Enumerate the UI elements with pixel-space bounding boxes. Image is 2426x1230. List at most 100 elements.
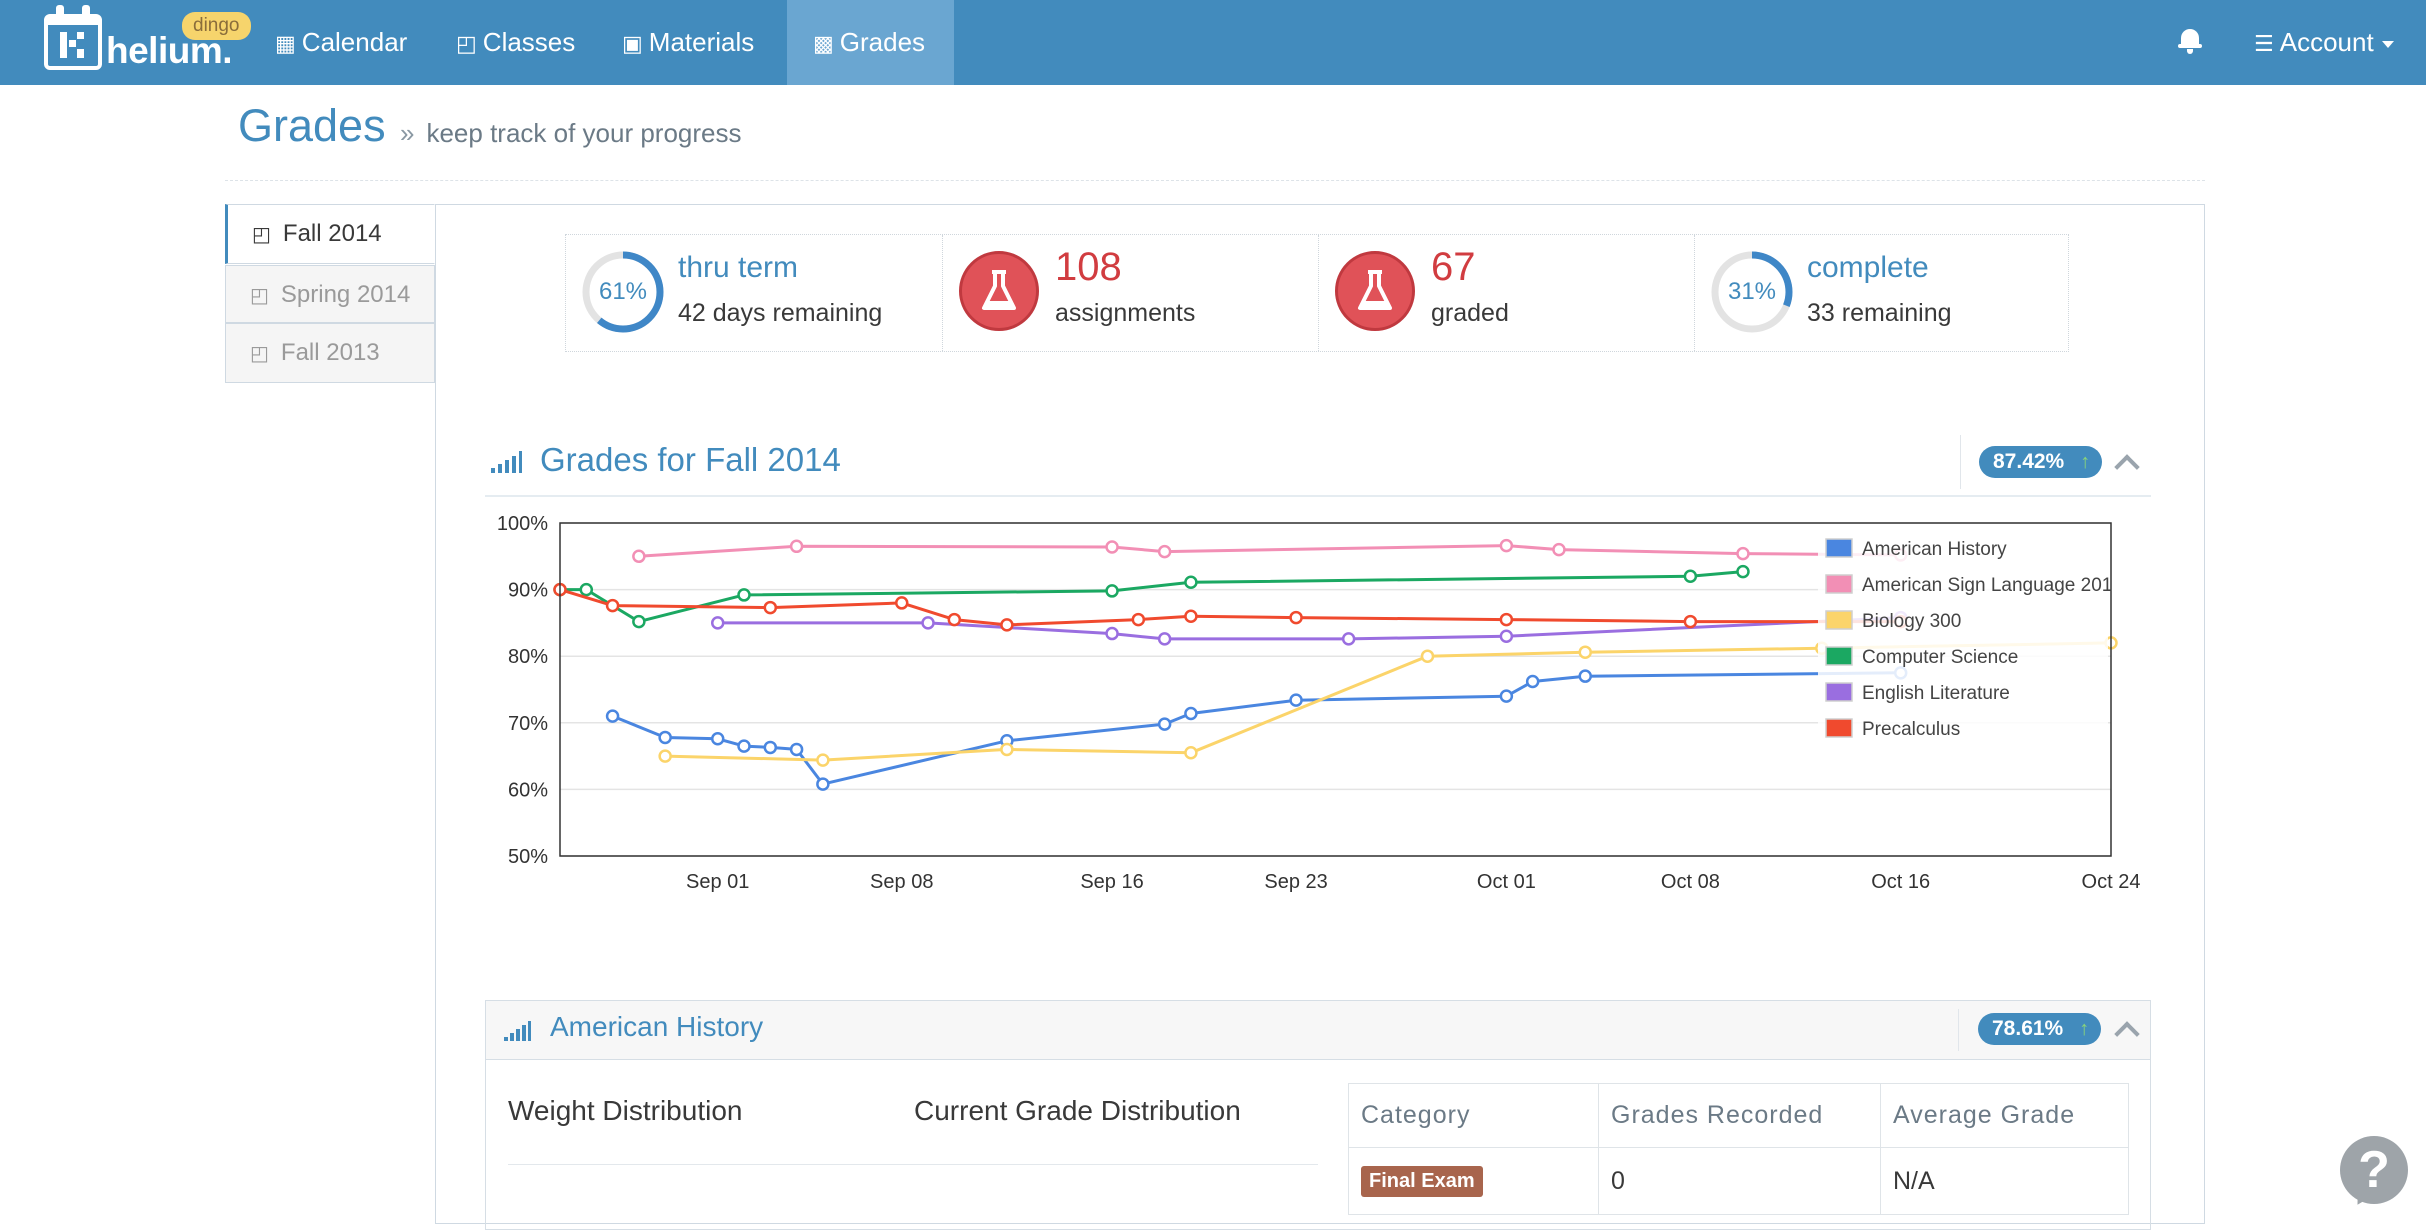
- data-point: [763, 600, 778, 615]
- category-table: Category Grades Recorded Average Grade F…: [1348, 1083, 2129, 1215]
- data-point: [1000, 618, 1014, 632]
- complete-detail: 33 remaining: [1807, 299, 1952, 327]
- nav-materials[interactable]: ▣ Materials: [622, 0, 754, 85]
- y-tick-label: 60%: [508, 779, 548, 801]
- data-point: [921, 616, 935, 630]
- collapse-chevron-icon[interactable]: [2114, 454, 2140, 480]
- brand-logo[interactable]: helium. dingo: [44, 5, 264, 76]
- data-point: [1578, 669, 1592, 683]
- y-tick-label: 50%: [508, 846, 548, 868]
- brand-badge: dingo: [182, 12, 251, 40]
- account-menu[interactable]: ☰ Account: [2254, 0, 2394, 85]
- calendar-logo-icon: [44, 5, 102, 70]
- data-point: [710, 732, 725, 746]
- collapse-chevron-icon[interactable]: [2114, 1021, 2140, 1047]
- grades-chart: 100% 90% 80% 70% 60% 50% Sep 01 Sep 08 Sep 16 Sep…: [485, 505, 2141, 905]
- legend-label: Computer Science: [1862, 647, 2018, 668]
- current-distribution-label: Current Grade Distribution: [914, 1095, 1241, 1126]
- data-point: [1499, 629, 1514, 643]
- tab-spring-2014[interactable]: ◰ Spring 2014: [225, 265, 435, 323]
- nav-grades[interactable]: ▩ Grades: [787, 0, 954, 85]
- book-icon: ◰: [250, 285, 269, 307]
- legend-label: English Literature: [1862, 683, 2010, 704]
- arrow-up-icon: ↑: [2079, 1018, 2090, 1040]
- category-cell: Final Exam: [1348, 1147, 1599, 1215]
- legend-label: American History: [1862, 539, 2007, 560]
- page-subtitle: » keep track of your progress: [400, 118, 742, 149]
- recorded-cell: 0: [1598, 1147, 1881, 1215]
- y-tick-label: 80%: [508, 646, 548, 668]
- data-point: [1000, 742, 1014, 757]
- series-line: [612, 671, 1901, 786]
- x-tick-label: Oct 24: [2082, 871, 2141, 893]
- caret-down-icon: [2381, 40, 2394, 48]
- column-header[interactable]: Category: [1348, 1083, 1599, 1148]
- data-point: [605, 709, 620, 723]
- data-point: [816, 753, 830, 767]
- data-point: [1105, 584, 1119, 598]
- legend-swatch: [1825, 610, 1853, 630]
- progress-ring: 61%: [582, 251, 664, 333]
- page-subtitle-text: keep track of your progress: [426, 118, 742, 148]
- legend-swatch: [1825, 646, 1853, 666]
- y-tick-label: 70%: [508, 713, 548, 735]
- data-point: [1184, 746, 1198, 760]
- data-point: [737, 588, 751, 602]
- class-grade: 78.61%: [1992, 1017, 2064, 1040]
- category-label: Final Exam: [1361, 1166, 1483, 1197]
- header-divider: [225, 180, 2205, 181]
- flask-icon: [959, 251, 1039, 331]
- data-point: [1683, 569, 1698, 584]
- grades-section-header: Grades for Fall 2014 87.42% ↑: [485, 425, 2151, 497]
- grades-chart-svg: 100% 90% 80% 70% 60% 50% Sep 01 Sep 08 Sep 16 Sep…: [497, 513, 2141, 893]
- nav-classes[interactable]: ◰ Classes: [456, 0, 575, 85]
- tab-fall-2014[interactable]: ◰ Fall 2014: [225, 204, 435, 264]
- data-point: [1736, 546, 1750, 561]
- header-separator: [1958, 1009, 1959, 1051]
- stat-complete: 31% complete 33 remaining: [1694, 235, 2070, 351]
- series-line: [665, 641, 2112, 762]
- stat-assignments: 108 assignments: [942, 235, 1318, 351]
- bar-chart-icon: ▩: [813, 31, 834, 56]
- tab-label: Fall 2013: [280, 339, 380, 366]
- navbar: helium. dingo ▦ Calendar ◰ Classes ▣ Materi…: [0, 0, 2426, 85]
- column-header[interactable]: Grades Recorded: [1598, 1083, 1881, 1148]
- progress-ring: 31%: [1711, 251, 1793, 333]
- bell-icon[interactable]: [2178, 27, 2202, 55]
- complete-title: complete: [1807, 251, 1929, 284]
- arrow-up-icon: ↑: [2080, 451, 2091, 473]
- data-point: [1683, 614, 1698, 629]
- nav-classes-label: Classes: [482, 27, 576, 57]
- help-button[interactable]: ?: [2340, 1136, 2408, 1204]
- data-point: [579, 582, 594, 597]
- book-icon: ◰: [252, 224, 271, 246]
- table-row: Final Exam 0 N/A: [1348, 1147, 2129, 1215]
- graded-label: graded: [1431, 299, 1509, 327]
- data-point: [1184, 706, 1198, 721]
- data-point: [1157, 544, 1172, 559]
- stat-term-progress: 61% thru term 42 days remaining: [566, 235, 942, 351]
- nav-grades-label: Grades: [839, 27, 926, 57]
- data-point: [816, 777, 830, 791]
- data-point: [1499, 689, 1514, 703]
- briefcase-icon: ▣: [622, 31, 643, 56]
- class-panel-header: American History 78.61% ↑: [486, 1001, 2150, 1060]
- x-tick-label: Sep 08: [870, 871, 933, 893]
- data-point: [789, 742, 804, 757]
- series-line: [559, 588, 1901, 627]
- data-point: [1341, 632, 1356, 646]
- nav-calendar-label: Calendar: [301, 27, 408, 57]
- assignments-count: 108: [1055, 245, 1122, 289]
- x-tick-label: Sep 23: [1264, 871, 1327, 893]
- data-point: [1499, 612, 1514, 627]
- data-point: [947, 612, 962, 627]
- tab-label: Fall 2014: [282, 220, 382, 247]
- legend-swatch: [1825, 538, 1853, 558]
- data-point: [789, 539, 804, 554]
- nav-calendar[interactable]: ▦ Calendar: [275, 0, 407, 85]
- data-point: [1105, 626, 1119, 641]
- flask-icon: [1335, 251, 1415, 331]
- column-header[interactable]: Average Grade: [1880, 1083, 2129, 1148]
- tab-fall-2013[interactable]: ◰ Fall 2013: [225, 323, 435, 383]
- data-point: [763, 740, 778, 755]
